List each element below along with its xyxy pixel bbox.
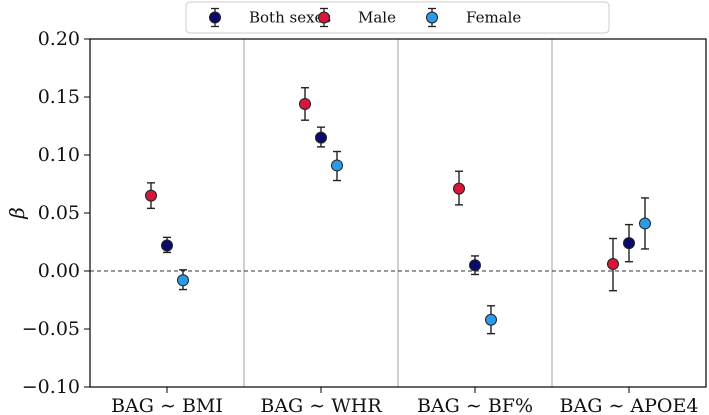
- data-point: [299, 97, 311, 110]
- y-tick-label: 0.10: [38, 144, 80, 166]
- y-tick-label: 0.00: [38, 260, 80, 282]
- axis-layer: −0.10 −0.05 0.00 0.05 0.10 0.15 0.20 BAG ∼ BMI B…: [22, 28, 699, 415]
- legend-entry-label: Male: [358, 9, 396, 27]
- data-point: [639, 217, 651, 230]
- data-point: [485, 313, 497, 326]
- legend-marker: [318, 11, 330, 24]
- data-point: [177, 274, 189, 287]
- y-tick-label: −0.10: [22, 376, 80, 398]
- y-tick-label: 0.15: [38, 86, 80, 108]
- x-category-label: BAG ∼ APOE4: [560, 395, 699, 415]
- legend-marker: [209, 11, 221, 24]
- x-category-label: BAG ∼ BMI: [111, 395, 223, 415]
- x-category-label: BAG ∼ BF%: [417, 395, 533, 415]
- y-tick-label: −0.05: [22, 318, 80, 340]
- x-category-label: BAG ∼ WHR: [260, 395, 382, 415]
- data-point: [623, 237, 635, 250]
- y-axis-label: β: [5, 207, 29, 220]
- data-point: [453, 182, 465, 195]
- legend-entry-label: Both sexes: [249, 9, 331, 27]
- y-tick-label: 0.20: [38, 28, 80, 50]
- data-point: [607, 258, 619, 271]
- data-point: [315, 131, 327, 144]
- legend[interactable]: Both sexes Male Female: [185, 1, 610, 34]
- data-point: [145, 189, 157, 202]
- legend-entry-label: Female: [466, 9, 521, 27]
- data-point: [331, 159, 343, 172]
- y-tick-label: 0.05: [38, 202, 80, 224]
- marks-layer: [145, 87, 651, 335]
- legend-box: [185, 1, 610, 34]
- data-point: [469, 259, 481, 272]
- separator-layer: [243, 39, 553, 387]
- legend-marker: [426, 11, 438, 24]
- data-point: [161, 239, 173, 252]
